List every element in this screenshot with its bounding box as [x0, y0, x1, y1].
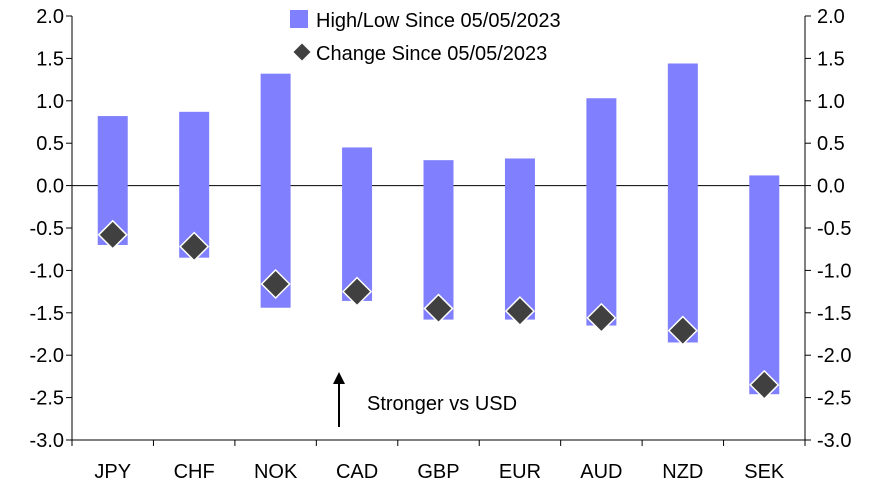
left-y-tick-label: -1.5: [30, 303, 64, 325]
range-bar-nok: [260, 73, 291, 308]
change-marker-eur: [504, 296, 536, 327]
x-tick-labels: JPY CHF NOK CAD GBP EUR AUD NZD SEK: [71, 440, 806, 483]
range-bar-sek: [749, 175, 780, 395]
right-y-tick-label: 0.5: [817, 133, 845, 155]
right-y-tick-label: 1.5: [817, 48, 845, 70]
change-marker-cad: [341, 276, 373, 307]
right-y-tick-label: -1.0: [817, 260, 851, 282]
change-marker-aud: [586, 302, 617, 333]
x-tick-label-chf: CHF: [174, 461, 215, 483]
left-y-tick-label: 0.5: [36, 133, 64, 155]
right-y-tick-label: -1.5: [817, 303, 851, 325]
right-y-tick-label: -2.5: [817, 388, 851, 410]
x-tick-label-eur: EUR: [499, 461, 541, 483]
left-y-tick-label: -1.0: [30, 260, 64, 282]
x-tick-label-nzd: NZD: [662, 461, 703, 483]
x-tick-label-sek: SEK: [744, 461, 785, 483]
annotation-text: Stronger vs USD: [367, 393, 517, 415]
change-marker-nok: [260, 268, 291, 300]
right-y-tick-label: -2.0: [817, 345, 851, 367]
legend: High/Low Since 05/05/2023 Change Since 0…: [290, 10, 561, 65]
right-y-tick-label: -0.5: [817, 218, 851, 240]
x-tick-label-cad: CAD: [336, 461, 378, 483]
x-tick-label-gbp: GBP: [417, 461, 459, 483]
change-marker-jpy: [97, 219, 128, 250]
left-y-tick-label: 1.5: [36, 48, 64, 70]
range-bar-gbp: [423, 160, 454, 320]
left-y-ticks: 2.0 1.5 1.0 0.5 0.0 -0.5 -1.0 -1.5 -2.0 -2.5 -3.0: [30, 6, 72, 452]
left-y-tick-label: -0.5: [30, 218, 64, 240]
right-y-tick-label: 0.0: [817, 176, 845, 198]
left-y-tick-label: -2.5: [30, 388, 64, 410]
x-tick-label-nok: NOK: [254, 461, 298, 483]
left-y-tick-label: 1.0: [36, 91, 64, 113]
change-marker-nzd: [667, 315, 698, 346]
range-bar-nzd: [667, 63, 698, 343]
left-y-tick-label: 2.0: [36, 6, 64, 28]
legend-label-change: Change Since 05/05/2023: [316, 43, 547, 65]
range-bar-eur: [504, 158, 535, 320]
change-marker-gbp: [423, 293, 454, 324]
right-y-tick-label: 1.0: [817, 91, 845, 113]
right-y-ticks: 2.0 1.5 1.0 0.5 0.0 -0.5 -1.0 -1.5 -2.0 -2.5 -3.0: [805, 6, 851, 452]
right-y-tick-label: -3.0: [817, 430, 851, 452]
right-y-tick-label: 2.0: [817, 6, 845, 28]
change-marker-sek: [749, 369, 780, 400]
range-bars: [97, 63, 780, 395]
left-y-tick-label: 0.0: [36, 176, 64, 198]
legend-label-range: High/Low Since 05/05/2023: [316, 10, 561, 32]
legend-swatch-range: [290, 10, 308, 28]
change-marker-chf: [179, 231, 210, 262]
annotation: Stronger vs USD: [333, 372, 517, 427]
arrow-up-icon: [333, 372, 345, 384]
left-y-tick-label: -2.0: [30, 345, 64, 367]
x-tick-label-jpy: JPY: [94, 461, 131, 483]
change-markers: [97, 219, 780, 400]
range-bar-aud: [586, 98, 617, 326]
legend-swatch-change-diamond-icon: [293, 43, 311, 61]
range-bar-cad: [342, 147, 373, 301]
left-y-tick-label: -3.0: [30, 430, 64, 452]
x-tick-label-aud: AUD: [580, 461, 622, 483]
